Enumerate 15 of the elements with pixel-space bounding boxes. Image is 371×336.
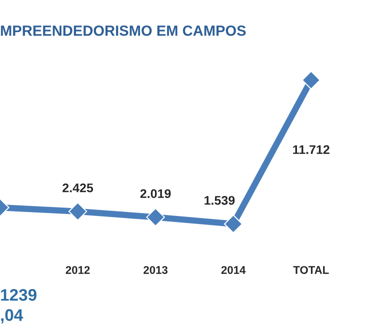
x-tick-label: 2012 [66, 266, 90, 274]
point [224, 214, 243, 234]
x-tick-label: 2013 [144, 266, 168, 274]
text: 2.019 [140, 189, 171, 198]
text: 1239 [1, 289, 36, 301]
point [146, 208, 165, 227]
chart-title: MPREENDEDORISMO EM CAMPOS [0, 26, 246, 36]
text: 2.425 [62, 183, 94, 192]
text: ,04 [1, 309, 24, 324]
text: 1.539 [204, 196, 235, 205]
text: 11.712 [293, 145, 330, 154]
point [68, 202, 88, 221]
point [302, 70, 320, 90]
x-tick-label: TOTAL [293, 266, 329, 274]
x-tick-label: 2014 [221, 266, 246, 274]
